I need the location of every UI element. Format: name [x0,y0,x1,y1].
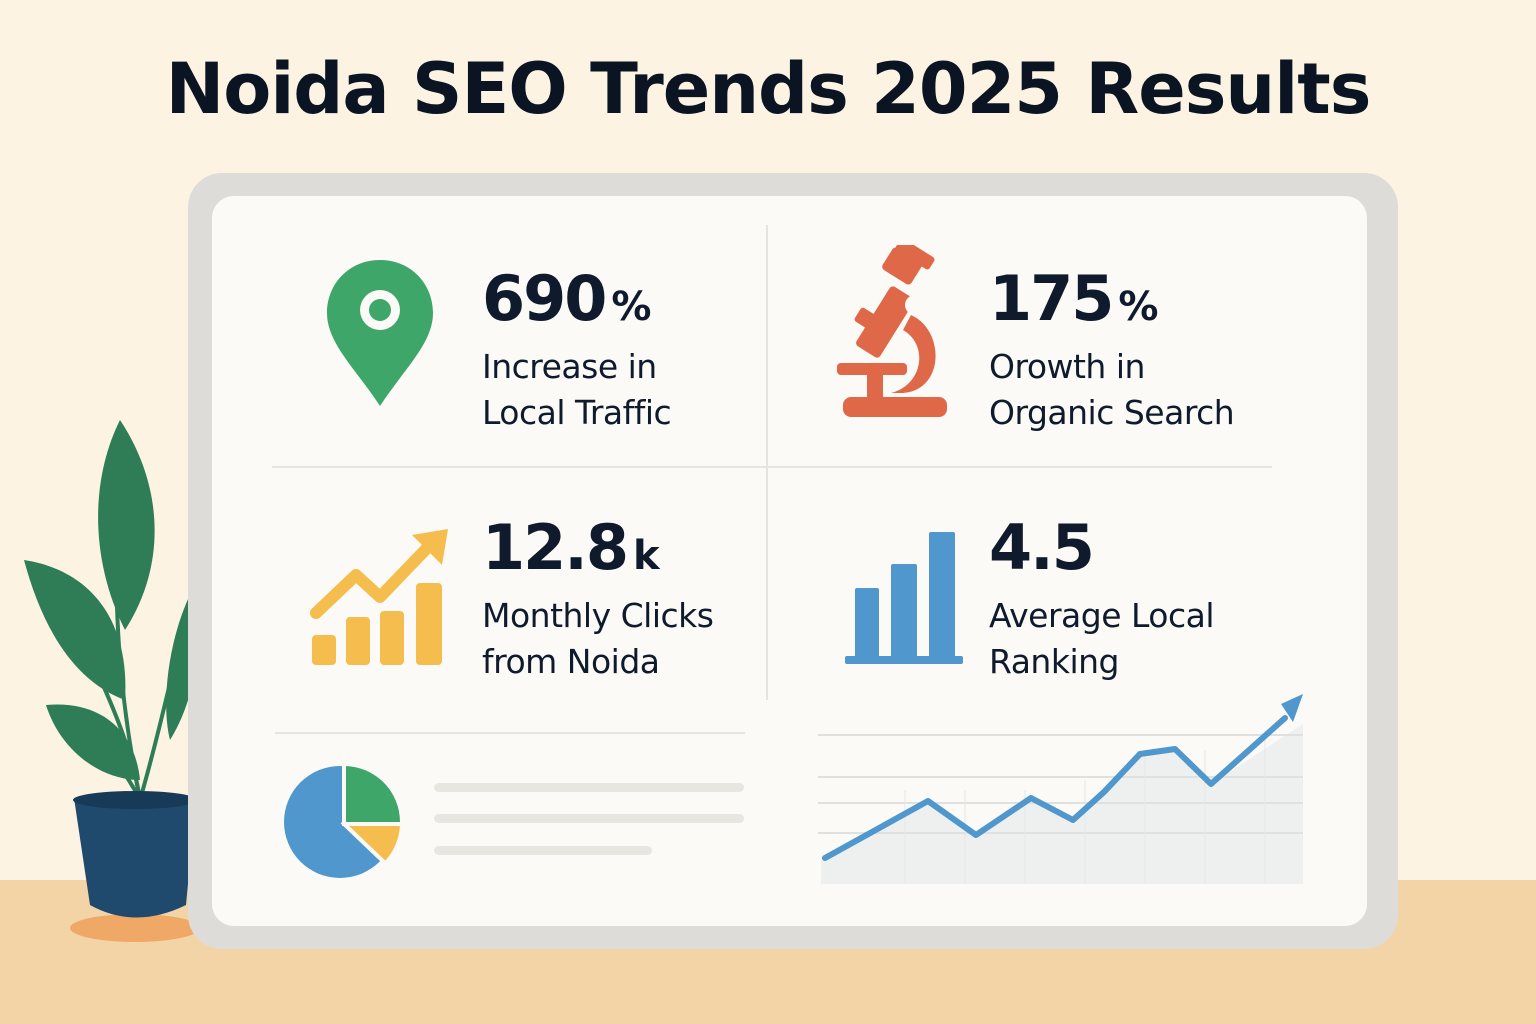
stat-average-ranking: 4.5 Average Local Ranking [989,517,1289,685]
placeholder-text-line [434,846,652,855]
stat-value: 4.5 [989,517,1289,579]
stat-label: Orowth in Organic Search [989,344,1289,436]
placeholder-text-line [434,783,744,792]
stat-monthly-clicks: 12.8 k Monthly Clicks from Noida [482,517,782,685]
stat-value: 175% [989,268,1289,330]
bar-chart-icon [845,532,963,664]
horizontal-divider [272,466,1272,468]
stat-unit: k [632,533,660,579]
stat-organic-search: 175% Orowth in Organic Search [989,268,1289,436]
trending-up-bars-icon [310,529,448,665]
stat-label: Monthly Clicks from Noida [482,593,782,685]
stat-label: Average Local Ranking [989,593,1289,685]
map-pin-icon [327,260,433,406]
stat-label-line: Organic Search [989,393,1235,432]
stat-label-line: Orowth in [989,347,1145,386]
bottom-left-divider [275,732,745,734]
stat-number: 690 [482,262,607,335]
stat-unit: % [1118,284,1159,330]
stat-number: 4.5 [989,511,1095,584]
page-title: Noida SEO Trends 2025 Results [165,48,1372,130]
vertical-divider [766,225,768,700]
stat-label-line: Increase in [482,347,657,386]
stat-label-line: from Noida [482,642,660,681]
line-chart-icon [818,694,1303,884]
stat-label: Increase in Local Traffic [482,344,782,436]
microscope-icon [837,245,947,417]
stat-label-line: Local Traffic [482,393,672,432]
stat-unit: % [611,284,652,330]
stat-label-line: Average Local [989,596,1215,635]
stat-label-line: Ranking [989,642,1119,681]
stat-number: 175 [989,262,1114,335]
pie-chart-icon [284,764,402,878]
stat-value: 12.8 k [482,517,782,579]
stat-local-traffic: 690% Increase in Local Traffic [482,268,782,436]
stat-number: 12.8 [482,511,629,584]
stat-value: 690% [482,268,782,330]
placeholder-text-line [434,814,744,823]
stat-label-line: Monthly Clicks [482,596,714,635]
